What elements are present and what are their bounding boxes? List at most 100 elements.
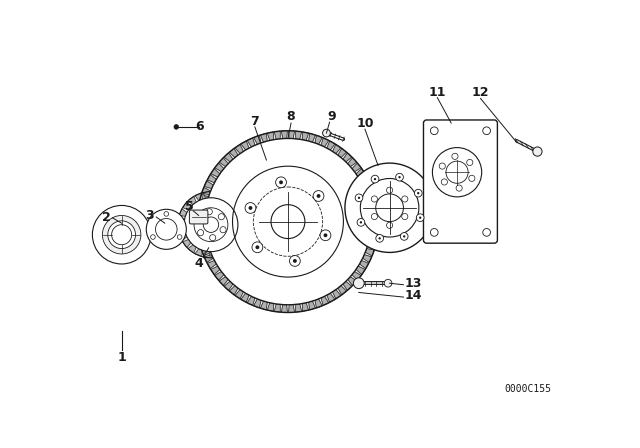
Text: 8: 8	[287, 110, 295, 123]
Polygon shape	[224, 281, 233, 290]
Polygon shape	[211, 169, 220, 177]
Text: 13: 13	[405, 277, 422, 290]
Polygon shape	[253, 135, 261, 144]
Circle shape	[396, 173, 403, 181]
Polygon shape	[178, 217, 184, 224]
Polygon shape	[211, 266, 220, 275]
Text: 11: 11	[429, 86, 446, 99]
Polygon shape	[338, 286, 346, 295]
Circle shape	[184, 198, 238, 252]
Circle shape	[293, 259, 297, 263]
Circle shape	[431, 127, 438, 134]
Circle shape	[353, 278, 364, 289]
Polygon shape	[356, 169, 365, 177]
Polygon shape	[203, 251, 210, 258]
Polygon shape	[282, 131, 287, 138]
Circle shape	[417, 214, 424, 222]
Polygon shape	[182, 202, 191, 210]
Polygon shape	[215, 271, 224, 280]
Polygon shape	[220, 276, 228, 285]
Polygon shape	[333, 290, 341, 299]
Circle shape	[245, 202, 256, 213]
Polygon shape	[207, 261, 216, 269]
Circle shape	[174, 125, 179, 129]
Circle shape	[402, 196, 408, 202]
Circle shape	[387, 222, 393, 228]
Text: 5: 5	[185, 200, 194, 213]
Polygon shape	[231, 202, 239, 210]
Polygon shape	[229, 148, 238, 158]
Circle shape	[415, 190, 422, 197]
Polygon shape	[182, 240, 191, 248]
Polygon shape	[308, 134, 316, 142]
Circle shape	[371, 213, 378, 220]
Circle shape	[102, 215, 141, 254]
Circle shape	[446, 161, 468, 183]
Circle shape	[198, 229, 204, 236]
Polygon shape	[289, 305, 294, 312]
Circle shape	[289, 255, 300, 266]
Polygon shape	[367, 194, 376, 201]
Circle shape	[111, 225, 132, 245]
Circle shape	[313, 190, 324, 201]
Polygon shape	[197, 229, 205, 235]
Circle shape	[108, 221, 136, 249]
Circle shape	[317, 194, 321, 198]
Circle shape	[398, 176, 401, 178]
Polygon shape	[247, 296, 255, 306]
FancyBboxPatch shape	[424, 120, 497, 243]
Circle shape	[419, 216, 421, 219]
Polygon shape	[333, 144, 341, 154]
Polygon shape	[241, 293, 249, 302]
Polygon shape	[198, 201, 207, 207]
Polygon shape	[204, 181, 213, 189]
Circle shape	[431, 228, 438, 236]
Polygon shape	[220, 249, 227, 256]
Polygon shape	[179, 233, 187, 241]
Polygon shape	[235, 233, 243, 241]
Circle shape	[276, 177, 287, 188]
Polygon shape	[188, 245, 196, 253]
Polygon shape	[179, 209, 187, 216]
Circle shape	[441, 179, 447, 185]
Polygon shape	[197, 215, 205, 221]
Polygon shape	[352, 271, 361, 280]
Circle shape	[150, 235, 156, 239]
Polygon shape	[360, 261, 369, 269]
Polygon shape	[235, 209, 243, 216]
Polygon shape	[235, 144, 243, 154]
Polygon shape	[360, 175, 369, 183]
Circle shape	[417, 192, 419, 194]
Circle shape	[255, 246, 259, 249]
Circle shape	[204, 217, 219, 233]
Circle shape	[376, 194, 403, 222]
Polygon shape	[315, 299, 322, 308]
Circle shape	[271, 205, 305, 238]
Polygon shape	[188, 196, 196, 205]
Polygon shape	[302, 132, 308, 141]
Circle shape	[323, 129, 330, 137]
Polygon shape	[296, 304, 301, 312]
Polygon shape	[226, 196, 234, 205]
Polygon shape	[268, 132, 274, 141]
Polygon shape	[369, 236, 378, 242]
Polygon shape	[231, 240, 239, 248]
Polygon shape	[220, 193, 227, 201]
Circle shape	[196, 217, 202, 223]
Text: 3: 3	[145, 209, 154, 222]
Polygon shape	[371, 208, 378, 214]
Polygon shape	[226, 245, 234, 253]
Polygon shape	[260, 134, 268, 142]
Polygon shape	[275, 131, 280, 139]
Polygon shape	[321, 296, 329, 306]
Polygon shape	[321, 138, 329, 147]
Circle shape	[468, 175, 475, 181]
Circle shape	[320, 230, 331, 241]
Polygon shape	[363, 254, 372, 263]
Polygon shape	[348, 276, 356, 285]
Text: 1: 1	[117, 351, 126, 364]
Circle shape	[279, 181, 283, 184]
Circle shape	[378, 237, 381, 240]
Polygon shape	[371, 222, 379, 228]
Circle shape	[483, 228, 490, 236]
